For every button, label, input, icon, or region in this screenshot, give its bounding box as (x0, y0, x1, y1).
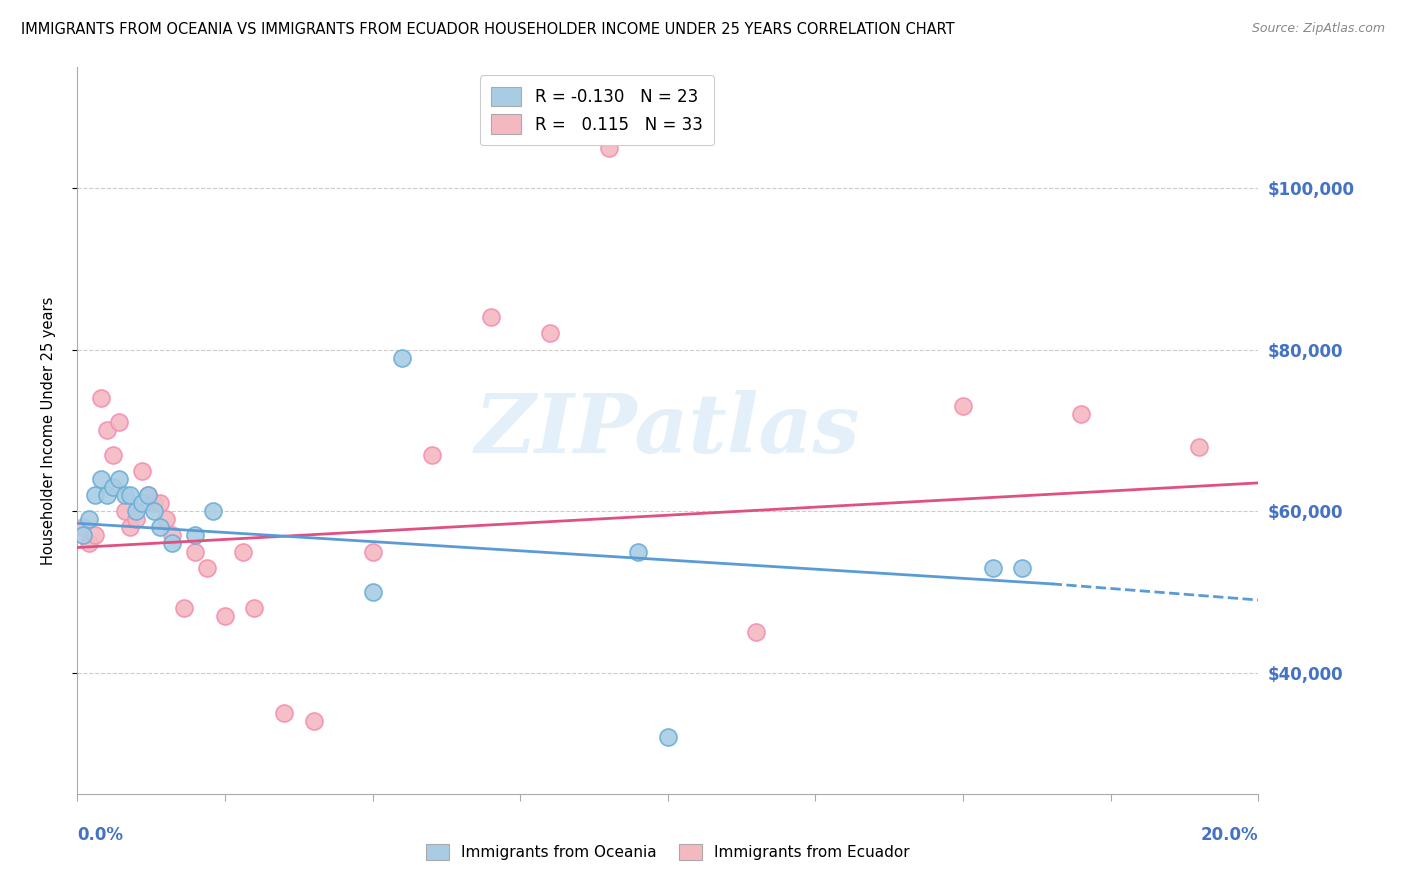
Point (391, 351, 413, 365)
Point (72, 520, 94, 534)
Point (195, 560, 218, 574)
Point (173, 601, 195, 615)
Point (479, 310, 502, 325)
Text: 20.0%: 20.0% (1201, 826, 1258, 844)
Point (184, 544, 207, 558)
Point (361, 544, 384, 558)
Point (184, 528, 207, 542)
Y-axis label: Householder Income Under 25 years: Householder Income Under 25 years (42, 296, 56, 565)
Point (143, 496, 166, 510)
Point (96, 423, 118, 437)
Point (131, 496, 153, 510)
Point (114, 504, 136, 518)
Point (149, 496, 172, 510)
Point (96, 488, 118, 502)
Point (131, 464, 153, 478)
Point (420, 448, 443, 462)
Point (160, 536, 183, 550)
Point (155, 512, 177, 526)
Point (538, 326, 561, 341)
Point (90, 472, 112, 486)
Point (657, 731, 679, 745)
Point (232, 544, 254, 558)
Point (101, 480, 124, 494)
Point (107, 472, 129, 486)
Point (125, 512, 148, 526)
Point (981, 560, 1004, 574)
Point (1011, 560, 1033, 574)
Point (84, 488, 107, 502)
Point (77, 536, 100, 550)
Point (120, 488, 142, 502)
Point (101, 448, 124, 462)
Point (143, 504, 166, 518)
Point (72, 528, 94, 542)
Point (136, 488, 159, 502)
Point (114, 488, 136, 502)
Point (136, 488, 159, 502)
Text: 0.0%: 0.0% (77, 826, 124, 844)
Text: IMMIGRANTS FROM OCEANIA VS IMMIGRANTS FROM ECUADOR HOUSEHOLDER INCOME UNDER 25 Y: IMMIGRANTS FROM OCEANIA VS IMMIGRANTS FR… (21, 22, 955, 37)
Point (160, 528, 183, 542)
Point (84, 528, 107, 542)
Point (125, 504, 148, 518)
Point (952, 399, 974, 413)
Point (202, 504, 225, 518)
Point (107, 415, 129, 429)
Point (745, 625, 768, 640)
Point (627, 544, 650, 558)
Text: ZIPatlas: ZIPatlas (475, 391, 860, 470)
Point (120, 520, 142, 534)
Point (361, 585, 384, 599)
Point (273, 706, 295, 720)
Point (598, 141, 620, 155)
Point (1070, 407, 1092, 421)
Point (90, 391, 112, 405)
Text: Source: ZipAtlas.com: Source: ZipAtlas.com (1251, 22, 1385, 36)
Point (1188, 440, 1211, 454)
Point (302, 714, 325, 728)
Point (149, 520, 172, 534)
Point (214, 609, 236, 624)
Point (77, 512, 100, 526)
Point (243, 601, 266, 615)
Legend: Immigrants from Oceania, Immigrants from Ecuador: Immigrants from Oceania, Immigrants from… (419, 838, 917, 866)
